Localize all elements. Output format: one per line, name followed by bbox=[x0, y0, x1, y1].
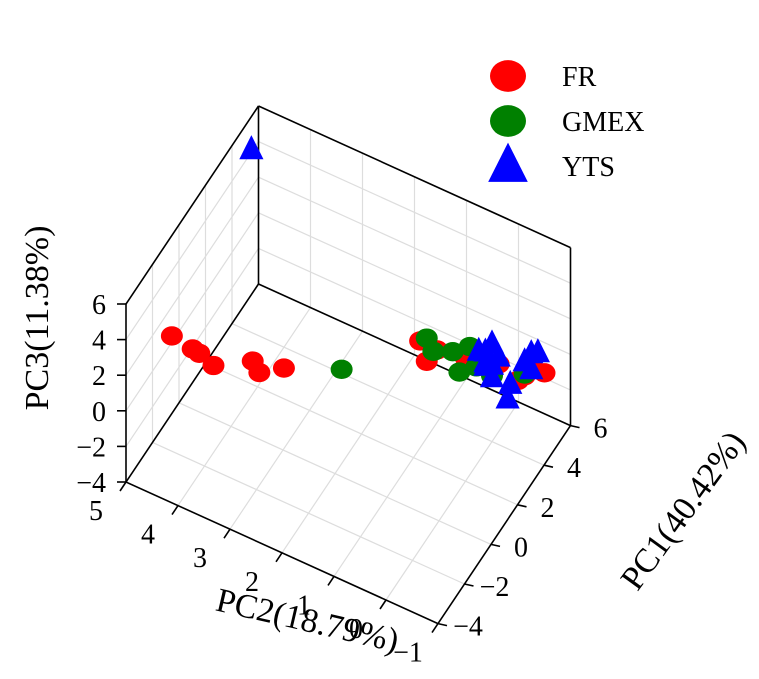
axis-edge bbox=[258, 105, 571, 249]
fr-point bbox=[202, 355, 225, 376]
grid-line bbox=[258, 176, 571, 320]
grid-layer bbox=[125, 129, 571, 601]
grid-line bbox=[258, 141, 571, 284]
y-tick-mark bbox=[464, 583, 474, 587]
x-tick-label: 5 bbox=[89, 496, 103, 527]
x-tick-mark bbox=[431, 623, 439, 634]
gmex-point bbox=[330, 359, 353, 380]
x-tick-label: 1 bbox=[297, 590, 311, 621]
y-tick-label: 0 bbox=[514, 532, 528, 563]
grid-line bbox=[385, 401, 519, 601]
legend-marker-yts bbox=[488, 142, 528, 182]
x-tick-label: 3 bbox=[193, 543, 207, 574]
grid-line bbox=[125, 212, 259, 412]
legend-label-fr: FR bbox=[562, 62, 597, 93]
x-tick-label: 4 bbox=[141, 520, 155, 551]
yts-point bbox=[498, 369, 523, 394]
yts-point bbox=[495, 384, 520, 409]
grid-line bbox=[178, 402, 492, 545]
y-tick-label: −2 bbox=[480, 572, 510, 603]
fr-point bbox=[188, 343, 211, 363]
x-tick-mark bbox=[275, 552, 283, 563]
gmex-point bbox=[448, 362, 471, 382]
y-tick-mark bbox=[437, 622, 448, 627]
x-tick-label: 0 bbox=[349, 614, 363, 645]
yts-point bbox=[525, 338, 550, 363]
yts-point bbox=[486, 342, 511, 367]
fr-point bbox=[248, 362, 271, 383]
grid-line bbox=[125, 141, 259, 340]
axis-edge bbox=[437, 425, 572, 625]
axis-edge bbox=[125, 105, 260, 305]
fr-point bbox=[272, 358, 295, 378]
z-tick-label: 4 bbox=[92, 326, 106, 357]
grid-line bbox=[258, 212, 571, 355]
x-tick-mark bbox=[223, 528, 231, 539]
y-tick-label: 4 bbox=[567, 453, 581, 484]
grid-line bbox=[125, 176, 259, 376]
y-axis-title: PC1(40.42%) bbox=[614, 425, 753, 597]
y-tick-mark bbox=[517, 504, 527, 508]
x-tick-mark bbox=[379, 599, 387, 610]
legend: FR GMEX YTS bbox=[488, 60, 644, 183]
y-tick-mark bbox=[543, 464, 554, 468]
z-tick-label: 0 bbox=[92, 397, 106, 428]
grid-line bbox=[333, 378, 467, 577]
axes-frame bbox=[117, 105, 580, 634]
legend-label-yts: YTS bbox=[562, 152, 615, 183]
data-points bbox=[160, 135, 556, 409]
y-tick-mark bbox=[490, 543, 501, 548]
z-tick-label: 6 bbox=[92, 290, 106, 321]
grid-line bbox=[152, 441, 465, 585]
yts-point bbox=[239, 135, 264, 160]
y-tick-label: 2 bbox=[541, 493, 555, 524]
fr-point bbox=[160, 326, 183, 346]
gmex-point bbox=[422, 341, 445, 362]
yts-point bbox=[519, 355, 544, 380]
grid-line bbox=[177, 307, 311, 506]
z-axis-title: PC3(11.38%) bbox=[19, 226, 56, 411]
x-tick-label: 2 bbox=[245, 567, 259, 598]
x-tick-mark bbox=[171, 505, 179, 516]
grid-line bbox=[205, 362, 518, 506]
legend-marker-fr bbox=[490, 60, 526, 92]
x-tick-mark bbox=[327, 575, 335, 586]
yts-point bbox=[479, 363, 505, 388]
z-tick-label: −4 bbox=[76, 468, 106, 499]
y-tick-label: 6 bbox=[594, 414, 608, 445]
x-tick-mark bbox=[119, 481, 127, 492]
z-tick-label: 2 bbox=[92, 361, 106, 392]
legend-marker-gmex bbox=[490, 105, 526, 137]
grid-line bbox=[231, 323, 545, 466]
grid-line bbox=[281, 354, 415, 554]
axis-edge bbox=[125, 283, 260, 483]
legend-label-gmex: GMEX bbox=[562, 107, 644, 138]
axis-edge bbox=[258, 283, 571, 427]
gmex-point bbox=[441, 342, 464, 362]
y-tick-label: −4 bbox=[453, 612, 483, 643]
z-tick-label: −2 bbox=[76, 432, 106, 463]
x-tick-label: −1 bbox=[393, 638, 423, 669]
y-tick-mark bbox=[570, 424, 580, 429]
